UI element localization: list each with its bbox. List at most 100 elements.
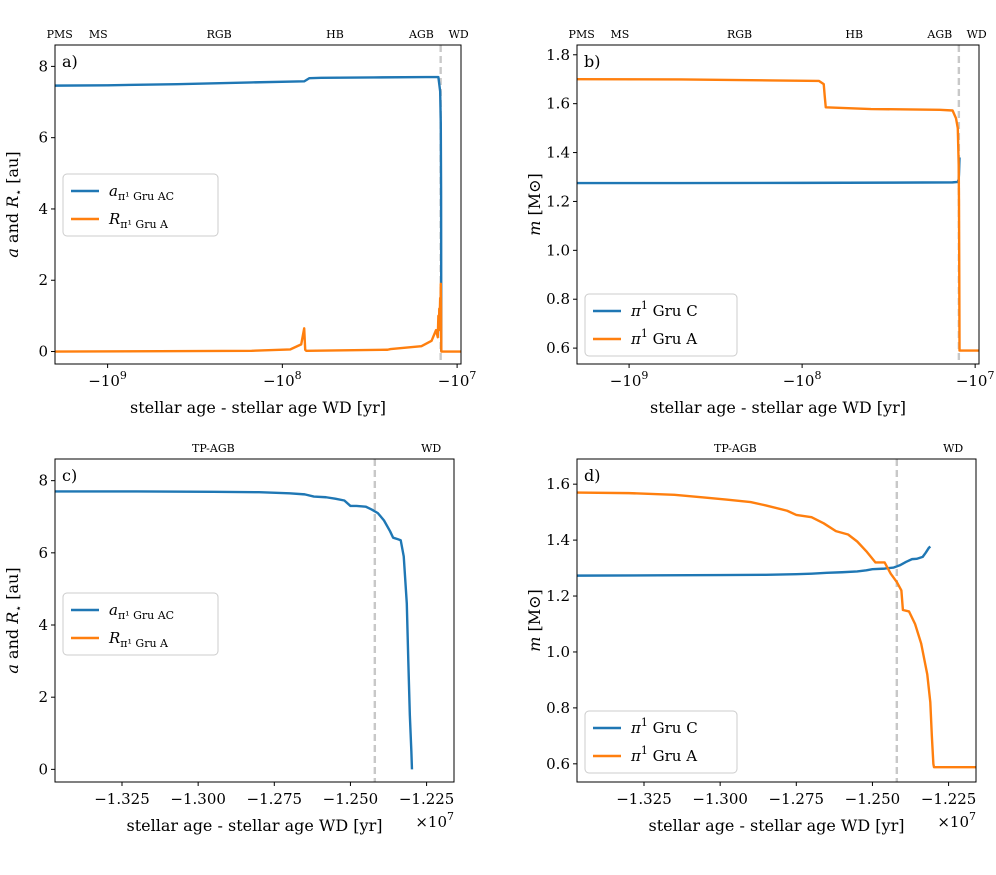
phase-label: AGB <box>408 28 434 41</box>
x-tick-base: −10 <box>88 372 120 390</box>
panel-label: a) <box>62 52 78 71</box>
phase-label: HB <box>845 28 863 41</box>
y-tick-label: 8 <box>38 57 48 75</box>
y-label-text: and <box>3 624 22 664</box>
phase-label: HB <box>326 28 344 41</box>
legend-text: Gru A <box>648 330 697 348</box>
x-tick-label: −1.300 <box>170 790 226 808</box>
y-tick-label: 8 <box>38 472 48 490</box>
legend-symbol: π <box>630 747 642 765</box>
legend-entry: Rπ¹ Gru A <box>108 629 169 650</box>
legend: π1 Gru Cπ1 Gru A <box>584 293 738 357</box>
series-line-a-pi1-gru-ac <box>55 490 414 770</box>
y-tick-label: 0.6 <box>546 339 570 357</box>
y-axis-label: a and R⋆ [au] <box>3 151 25 257</box>
x-axis-label: stellar age - stellar age WD [yr] <box>130 398 386 417</box>
legend-entry: aπ¹ Gru AC <box>109 601 174 622</box>
x-axis-label: stellar age - stellar age WD [yr] <box>649 816 905 835</box>
plot-area <box>55 75 461 353</box>
x-tick-label: −1.275 <box>247 790 303 808</box>
y-label-var: a <box>3 664 22 674</box>
legend-subscript: π¹ Gru A <box>120 218 169 231</box>
phase-label: PMS <box>569 28 595 41</box>
legend-entry: π1 Gru C <box>630 716 698 737</box>
legend-subscript: π¹ Gru AC <box>118 609 174 622</box>
x-tick-label: −1.275 <box>769 790 825 808</box>
panel-d: 0.6 0.8 1.0 1.2 1.4 1.6 −1.325 −1.300 −1.275 −1.2… <box>525 442 977 835</box>
x-tick-exponent: 7 <box>469 369 476 382</box>
legend-symbol: R <box>108 629 120 647</box>
phase-label: WD <box>421 442 441 455</box>
y-label-var: m <box>525 637 544 652</box>
phase-label: WD <box>449 28 469 41</box>
series-line-a-pi1-gru-ac <box>55 75 443 352</box>
y-tick-label: 0 <box>38 343 48 361</box>
y-label-unit: [au] <box>3 151 22 188</box>
legend-text: Gru C <box>648 302 698 320</box>
y-tick-label: 1.2 <box>546 587 570 605</box>
phase-label: WD <box>967 28 987 41</box>
legend: π1 Gru C π1 Gru A <box>584 710 738 774</box>
y-tick-label: 2 <box>38 271 48 289</box>
offset-base: ×10 <box>415 813 447 831</box>
y-label-var: R <box>3 612 22 625</box>
legend-entry: π1 Gru C <box>630 299 698 320</box>
y-tick-label: 1.8 <box>546 46 570 64</box>
legend-symbol: π <box>630 302 642 320</box>
y-label-unit: [M⊙] <box>525 589 544 636</box>
panel-label: d) <box>584 466 600 485</box>
x-tick-label: −1.225 <box>921 790 977 808</box>
x-offset-label: ×107 <box>937 810 976 831</box>
x-tick-exponent: 9 <box>120 369 127 382</box>
y-tick-label: 1.2 <box>546 192 570 210</box>
x-tick-base: −10 <box>956 372 988 390</box>
phase-label: WD <box>943 442 963 455</box>
x-tick-exponent: 8 <box>814 369 821 382</box>
x-offset-label: ×107 <box>415 810 454 831</box>
x-tick-label: −109 <box>88 369 127 390</box>
plot-area <box>55 490 414 770</box>
phase-label: TP-AGB <box>192 442 235 455</box>
y-label-var: R <box>3 196 22 209</box>
legend-entry: π1 Gru A <box>630 744 697 765</box>
panel-label: b) <box>584 52 600 71</box>
y-tick-label: 0.8 <box>546 699 570 717</box>
x-tick-label: −1.300 <box>692 790 748 808</box>
y-label-subscript: ⋆ <box>12 605 25 612</box>
series-line-pi1-gru-c <box>577 157 961 185</box>
axes-frame <box>576 44 980 365</box>
phase-label: MS <box>89 28 108 41</box>
y-label-var: a <box>3 248 22 258</box>
legend-symbol: a <box>109 601 118 619</box>
phase-label: RGB <box>727 28 752 41</box>
phase-label: TP-AGB <box>714 442 757 455</box>
axes-frame <box>54 44 462 365</box>
x-tick-exponent: 9 <box>641 369 648 382</box>
panel-label: c) <box>62 466 77 485</box>
legend-symbol: R <box>108 210 120 228</box>
y-tick-label: 6 <box>38 544 48 562</box>
x-tick-label: −1.325 <box>616 790 672 808</box>
legend-superscript: 1 <box>641 299 648 312</box>
legend: aπ¹ Gru AC Rπ¹ Gru A <box>62 592 219 656</box>
x-tick-label: −108 <box>783 369 822 390</box>
y-tick-label: 6 <box>38 129 48 147</box>
x-tick-label: −1.225 <box>399 790 455 808</box>
phase-label: PMS <box>47 28 73 41</box>
y-tick-label: 1.4 <box>546 144 570 162</box>
axes-frame <box>576 458 977 783</box>
y-tick-label: 1.4 <box>546 531 570 549</box>
x-tick-label: −1.250 <box>845 790 901 808</box>
y-tick-label: 1.0 <box>546 241 570 259</box>
series-line-r-pi1-gru-a <box>55 282 461 353</box>
x-tick-exponent: 7 <box>987 369 994 382</box>
panel-b: 0.60.81.01.21.41.61.8−109 −108 −107stellar… <box>525 28 994 417</box>
phase-label: AGB <box>926 28 952 41</box>
y-label-unit: [M⊙] <box>525 173 544 220</box>
x-tick-label: −108 <box>263 369 302 390</box>
legend-box <box>584 710 738 774</box>
legend-subscript: π¹ Gru A <box>120 637 169 650</box>
x-tick-label: −109 <box>610 369 649 390</box>
